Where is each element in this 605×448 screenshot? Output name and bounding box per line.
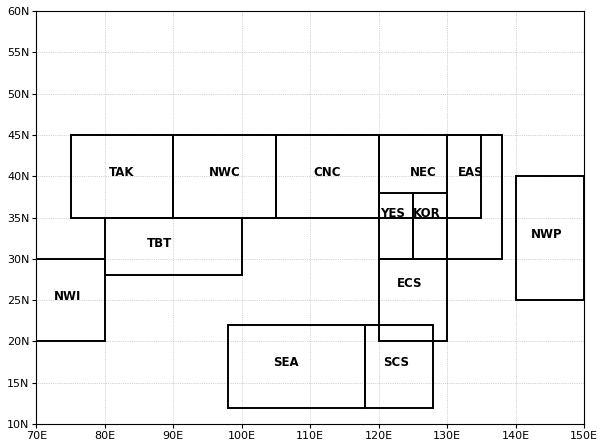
Bar [365, 325, 433, 408]
Text: NWC: NWC [209, 166, 241, 179]
Text: NEC: NEC [410, 166, 437, 179]
Bar [379, 259, 447, 341]
Bar [105, 218, 242, 276]
Bar [413, 193, 447, 259]
Bar [379, 135, 482, 218]
Text: KOR: KOR [413, 207, 440, 220]
Text: SCS: SCS [383, 356, 409, 369]
Bar [173, 135, 276, 218]
Bar [447, 135, 502, 259]
Text: NWP: NWP [531, 228, 562, 241]
Bar [515, 176, 584, 300]
Bar [379, 193, 413, 259]
Text: TAK: TAK [110, 166, 135, 179]
Text: TBT: TBT [147, 237, 172, 250]
Text: CNC: CNC [313, 166, 341, 179]
Bar [228, 325, 365, 408]
Text: ECS: ECS [397, 277, 422, 290]
Bar [71, 135, 173, 218]
Text: EAS: EAS [458, 166, 484, 179]
Text: YES: YES [380, 207, 405, 220]
Bar [36, 259, 105, 341]
Text: SEA: SEA [273, 356, 299, 369]
Text: NWI: NWI [53, 289, 81, 302]
Bar [276, 135, 379, 218]
